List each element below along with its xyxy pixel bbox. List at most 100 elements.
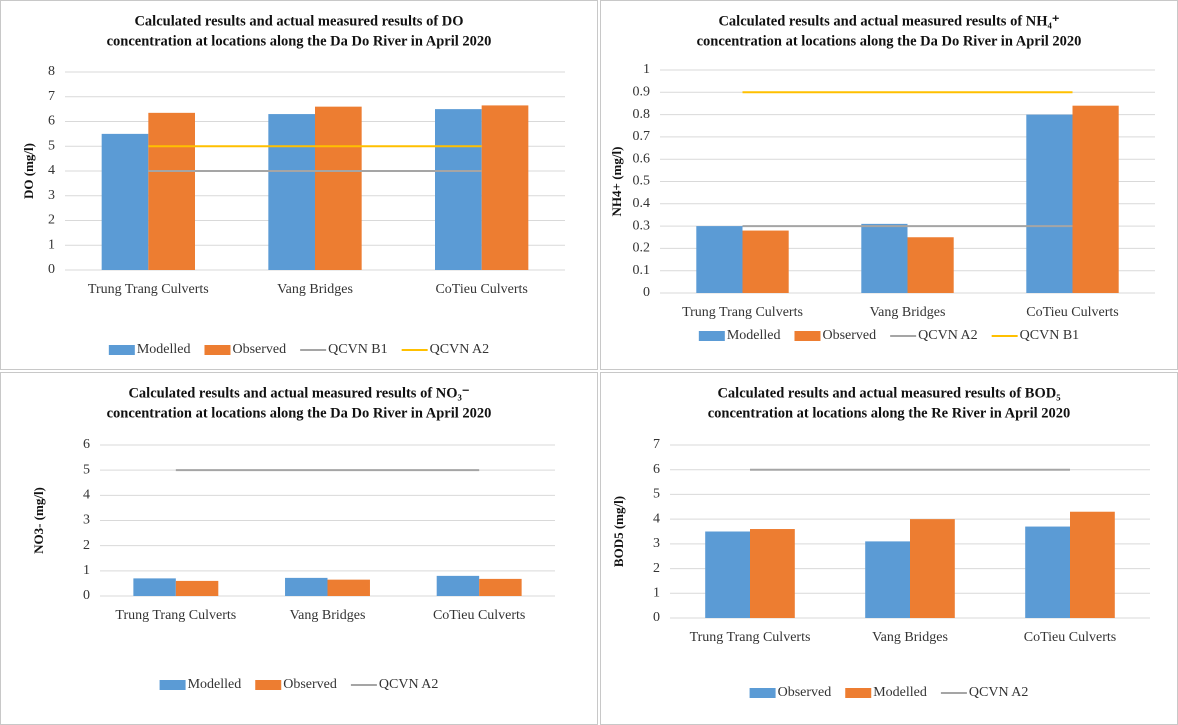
legend-swatch bbox=[749, 688, 776, 698]
bar bbox=[1026, 114, 1073, 293]
chart-title: concentration at locations along the Da … bbox=[697, 33, 1082, 49]
y-tick-label: 0.1 bbox=[633, 263, 651, 278]
bar bbox=[1072, 105, 1119, 294]
y-tick-label: 0.2 bbox=[633, 241, 651, 256]
x-tick-label: Vang Bridges bbox=[872, 630, 948, 645]
legend-label: QCVN A2 bbox=[430, 342, 490, 357]
chart-title: Calculated results and actual measured r… bbox=[134, 13, 463, 29]
y-tick-label: 0.9 bbox=[633, 85, 651, 100]
x-tick-label: Trung Trang Culverts bbox=[115, 608, 236, 623]
y-tick-label: 0.5 bbox=[633, 174, 651, 189]
legend-label: Modelled bbox=[727, 328, 781, 343]
legend-label: Observed bbox=[283, 677, 337, 692]
bar bbox=[481, 105, 529, 270]
x-tick-label: CoTieu Culverts bbox=[1024, 630, 1116, 645]
legend-label: Modelled bbox=[188, 677, 242, 692]
x-tick-label: Vang Bridges bbox=[290, 608, 366, 623]
bar bbox=[133, 578, 176, 596]
y-tick-label: 2 bbox=[48, 213, 55, 228]
y-tick-label: 6 bbox=[653, 462, 660, 477]
bar bbox=[285, 577, 328, 596]
y-tick-label: 0.3 bbox=[633, 218, 651, 233]
bar bbox=[175, 580, 219, 596]
legend-label: QCVN A2 bbox=[379, 677, 439, 692]
chart-title: concentration at locations along the Da … bbox=[107, 33, 492, 49]
bar bbox=[1025, 526, 1070, 618]
legend-label: QCVN B1 bbox=[1020, 328, 1080, 343]
y-tick-label: 3 bbox=[653, 536, 660, 551]
legend-label: Modelled bbox=[873, 685, 927, 700]
bar bbox=[327, 579, 370, 596]
bar bbox=[861, 223, 908, 293]
x-tick-label: Vang Bridges bbox=[277, 282, 353, 297]
legend-swatch bbox=[845, 688, 872, 698]
bar bbox=[435, 109, 482, 270]
x-tick-label: Trung Trang Culverts bbox=[682, 305, 803, 320]
legend-swatch bbox=[255, 680, 282, 690]
y-tick-label: 7 bbox=[653, 437, 660, 452]
y-tick-label: 1 bbox=[83, 563, 90, 578]
y-tick-label: 5 bbox=[653, 487, 660, 502]
y-tick-label: 4 bbox=[653, 511, 660, 526]
legend-label: Observed bbox=[232, 342, 286, 357]
y-tick-label: 3 bbox=[83, 513, 90, 528]
y-tick-label: 7 bbox=[48, 89, 55, 104]
legend-label: Observed bbox=[778, 685, 832, 700]
bar bbox=[479, 578, 522, 596]
y-tick-label: 1 bbox=[653, 586, 660, 601]
bar bbox=[148, 112, 195, 271]
x-tick-label: Trung Trang Culverts bbox=[690, 630, 811, 645]
y-tick-label: 5 bbox=[83, 462, 90, 477]
y-tick-label: 6 bbox=[83, 437, 90, 452]
legend-label: QCVN A2 bbox=[918, 328, 978, 343]
y-tick-label: 1 bbox=[48, 237, 55, 252]
chart-title: concentration at locations along the Re … bbox=[708, 405, 1071, 421]
x-tick-label: CoTieu Culverts bbox=[435, 282, 527, 297]
x-tick-label: Trung Trang Culverts bbox=[88, 282, 209, 297]
y-tick-label: 3 bbox=[48, 188, 55, 203]
bar bbox=[268, 114, 315, 270]
legend-label: QCVN A2 bbox=[969, 685, 1029, 700]
legend-swatch bbox=[108, 345, 135, 355]
bar bbox=[907, 237, 954, 293]
y-axis-label: NH4+ (mg/l) bbox=[609, 147, 624, 217]
y-tick-label: 6 bbox=[48, 114, 55, 129]
y-tick-label: 1 bbox=[643, 62, 650, 77]
y-axis-label: DO (mg/l) bbox=[21, 143, 36, 199]
y-tick-label: 0 bbox=[83, 588, 90, 603]
y-tick-label: 8 bbox=[48, 64, 55, 79]
y-tick-label: 0 bbox=[48, 262, 55, 277]
chart-title: concentration at locations along the Da … bbox=[107, 405, 492, 421]
panel bbox=[0, 0, 598, 370]
bar bbox=[696, 226, 743, 293]
legend-label: QCVN B1 bbox=[328, 342, 388, 357]
bar bbox=[315, 106, 362, 271]
chart-title: Calculated results and actual measured r… bbox=[128, 385, 469, 401]
legend-label: Modelled bbox=[137, 342, 191, 357]
chart-title: Calculated results and actual measured r… bbox=[718, 13, 1059, 29]
bar bbox=[910, 519, 955, 618]
y-tick-label: 0.4 bbox=[633, 196, 651, 211]
legend-swatch bbox=[159, 680, 186, 690]
y-tick-label: 0.6 bbox=[633, 151, 651, 166]
bar bbox=[865, 541, 910, 618]
y-tick-label: 2 bbox=[653, 561, 660, 576]
y-tick-label: 2 bbox=[83, 538, 90, 553]
bar bbox=[750, 529, 795, 618]
x-tick-label: Vang Bridges bbox=[870, 305, 946, 320]
y-tick-label: 0.8 bbox=[633, 107, 651, 122]
legend-swatch bbox=[204, 345, 231, 355]
bar bbox=[101, 133, 149, 270]
y-tick-label: 0.7 bbox=[633, 129, 651, 144]
y-tick-label: 0 bbox=[643, 285, 650, 300]
y-tick-label: 4 bbox=[83, 488, 90, 503]
bar bbox=[436, 575, 480, 596]
legend-label: Observed bbox=[822, 328, 876, 343]
legend-swatch bbox=[698, 331, 725, 341]
y-tick-label: 5 bbox=[48, 138, 55, 153]
y-axis-label: NO3- (mg/l) bbox=[31, 487, 46, 554]
y-axis-label: BOD5 (mg/l) bbox=[611, 496, 626, 567]
panel bbox=[0, 372, 598, 725]
legend-swatch bbox=[794, 331, 821, 341]
